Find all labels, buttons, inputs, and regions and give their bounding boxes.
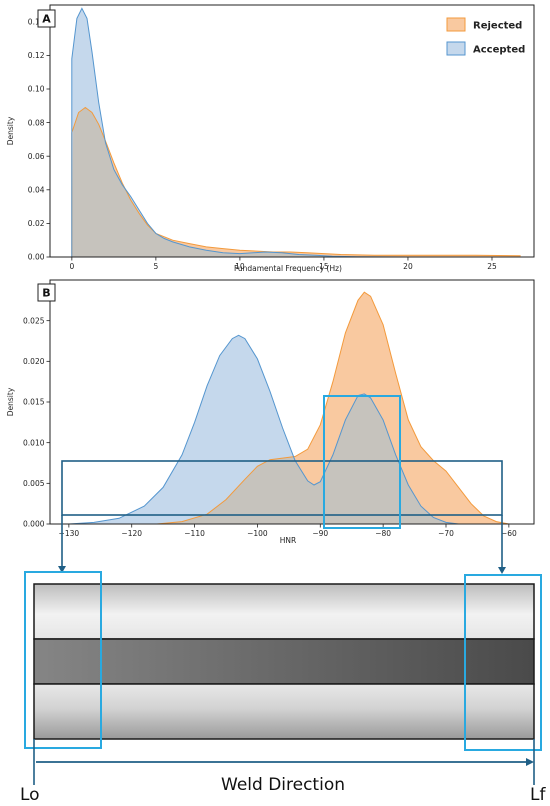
panel-b-ytick-label: 0.010 bbox=[23, 438, 45, 447]
panel-a-ytick-label: 0.04 bbox=[28, 186, 45, 195]
panel-a-areas bbox=[71, 7, 521, 258]
panel-b-frame bbox=[49, 279, 535, 525]
panel-b-ytick-label: 0.000 bbox=[23, 520, 45, 529]
panel-b-xtick-label: −130 bbox=[59, 529, 80, 538]
legend-rejected-label: Rejected bbox=[473, 21, 522, 32]
panel-a-rejected-line bbox=[71, 106, 521, 257]
panel-a-ytick-label: 0.08 bbox=[28, 118, 45, 127]
panel-b-xtick-label: −60 bbox=[501, 529, 517, 538]
panel-a-xtick-label: 15 bbox=[319, 262, 329, 271]
panel-b-ylabel: Density bbox=[6, 387, 15, 416]
panel-b-ytick-label: 0.025 bbox=[23, 316, 45, 325]
panel-a-xtick-label: 0 bbox=[69, 262, 74, 271]
hnr-peak-highlight-box bbox=[323, 395, 401, 529]
panel-a-ytick-label: 0.12 bbox=[28, 51, 45, 60]
left-connector-arrowhead bbox=[58, 566, 66, 573]
panel-b-xtick-label: −70 bbox=[438, 529, 454, 538]
panel-a-overlap-area bbox=[71, 107, 409, 258]
panel-a-ytick-label: 0.00 bbox=[28, 253, 45, 262]
panel-b-ytick-label: 0.015 bbox=[23, 398, 45, 407]
panel-a-frame bbox=[49, 4, 535, 258]
panel-a-xtick-label: 25 bbox=[487, 262, 497, 271]
panel-a-xtick-label: 20 bbox=[403, 262, 413, 271]
pipe-top-band bbox=[33, 583, 535, 640]
hnr-range-connector-box bbox=[61, 460, 503, 516]
panel-a-accepted-line bbox=[71, 7, 409, 258]
panel-b-xtick-label: −120 bbox=[121, 529, 142, 538]
lf-label: Lf bbox=[530, 785, 546, 805]
panel-a-ylabel: Density bbox=[6, 116, 15, 145]
lo-label: Lo bbox=[20, 785, 40, 805]
weld-direction-label: Weld Direction bbox=[221, 775, 345, 795]
panel-a-xtick-label: 10 bbox=[235, 262, 245, 271]
legend-accepted-label: Accepted bbox=[473, 45, 525, 56]
panel-a-ytick-label: 0.10 bbox=[28, 85, 45, 94]
panel-a-ytick-label: 0.14 bbox=[28, 18, 45, 27]
panel-b-letter-box bbox=[37, 283, 56, 302]
panel-a-letter: A bbox=[42, 13, 51, 26]
panel-b-xtick-label: −90 bbox=[312, 529, 328, 538]
panel-a-xtick-label: 5 bbox=[153, 262, 158, 271]
panel-b-xtick-label: −80 bbox=[375, 529, 391, 538]
legend-rejected-swatch bbox=[446, 17, 466, 32]
right-connector-arrowhead bbox=[498, 567, 506, 574]
panel-b-ytick-label: 0.005 bbox=[23, 479, 45, 488]
panel-b-xtick-label: −100 bbox=[247, 529, 268, 538]
panel-b-areas bbox=[68, 291, 509, 525]
legend: Rejected Accepted bbox=[446, 17, 525, 56]
panel-a-ytick-label: 0.06 bbox=[28, 152, 45, 161]
panel-b-xtick-label: −110 bbox=[184, 529, 205, 538]
panel-a-letter-box bbox=[37, 9, 56, 28]
legend-accepted-swatch bbox=[446, 41, 466, 56]
panel-a-xlabel: Fundamental Frequency (Hz) bbox=[234, 264, 342, 273]
panel-b-letter: B bbox=[42, 287, 50, 300]
panel-b-xlabel: HNR bbox=[280, 536, 296, 545]
panel-b-rejected-area bbox=[156, 292, 509, 524]
annotation-overlays bbox=[58, 395, 506, 574]
panel-b-ticks: −130 −120 −110 −100 −90 −80 −70 −60 0.000 0.005 0.… bbox=[23, 316, 517, 538]
panel-b-ytick-label: 0.020 bbox=[23, 357, 45, 366]
weld-pipe-diagram: Weld Direction Lo Lf bbox=[20, 571, 546, 805]
panel-a-ticks: 0 5 10 15 20 25 0.00 0.02 0.04 0.06 0.08 0.10 0.12 0.… bbox=[28, 18, 497, 272]
start-region-box bbox=[24, 571, 102, 749]
pipe-bottom-band bbox=[33, 683, 535, 740]
pipe-middle-band bbox=[33, 638, 535, 685]
panel-a-ytick-label: 0.02 bbox=[28, 219, 45, 228]
weld-direction-arrowhead bbox=[526, 758, 534, 766]
panel-b-chart: −130 −120 −110 −100 −90 −80 −70 −60 0.000 0.005 0.… bbox=[6, 279, 535, 545]
panel-b-rejected-line bbox=[156, 291, 509, 525]
panel-b-overlap-area bbox=[156, 393, 459, 524]
end-region-box bbox=[464, 574, 542, 751]
panel-a-chart: 0 5 10 15 20 25 0.00 0.02 0.04 0.06 0.08 0.10 0.12 0.… bbox=[6, 4, 535, 273]
